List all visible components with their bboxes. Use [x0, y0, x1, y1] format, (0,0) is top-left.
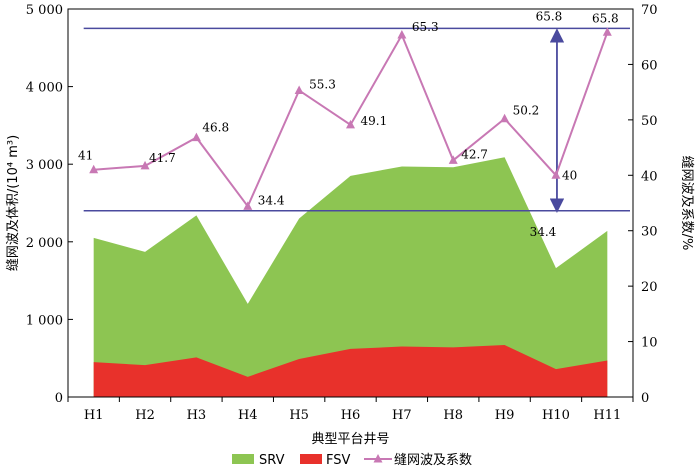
coefficient-data-label: 46.8	[202, 121, 229, 135]
x-tick-label: H1	[84, 408, 104, 423]
coefficient-data-label: 41	[78, 149, 93, 163]
coefficient-point	[448, 155, 458, 164]
y-right-tick-label: 30	[641, 225, 658, 240]
coefficient-data-label: 50.2	[513, 104, 540, 118]
range-arrow-bottom-label: 34.4	[530, 225, 557, 239]
coefficient-data-label: 34.4	[258, 193, 285, 207]
plot-frame	[67, 8, 634, 398]
y-right-tick-label: 40	[641, 169, 658, 184]
coefficient-data-label: 65.8	[592, 11, 619, 25]
coefficient-point	[140, 160, 150, 170]
x-tick-label: H10	[542, 408, 570, 423]
y-left-tick-label: 5 000	[26, 3, 63, 18]
x-tick-label: H2	[135, 408, 155, 423]
y-right-tick-label: 10	[641, 336, 658, 351]
y-right-tick-label: 0	[641, 391, 649, 406]
y-left-tick-label: 3 000	[26, 158, 63, 173]
coefficient-point	[397, 30, 407, 39]
coefficient-data-label: 65.3	[412, 20, 439, 34]
y-axis-right-title: 缝网波及系数/%	[679, 156, 694, 251]
coefficient-point	[602, 27, 612, 36]
legend-label-srv: SRV	[259, 453, 285, 468]
coefficient-data-label: 49.1	[361, 114, 388, 128]
legend-swatch-srv	[232, 454, 254, 464]
area-srv	[93, 157, 608, 397]
legend-swatch-fsv	[300, 454, 322, 464]
y-right-tick-label: 60	[641, 58, 658, 73]
coefficient-point	[89, 164, 99, 174]
x-tick-label: H5	[289, 408, 309, 423]
reference-lines	[83, 27, 630, 212]
y-right-tick-label: 50	[641, 114, 658, 129]
legend: SRV FSV 缝网波及系数	[232, 453, 472, 468]
y-left-tick-label: 2 000	[26, 236, 63, 251]
coefficient-point	[243, 201, 253, 210]
x-tick-label: H11	[593, 408, 621, 423]
coefficient-data-label: 42.7	[461, 147, 488, 161]
coefficient-point	[191, 132, 201, 142]
coefficient-data-label: 55.3	[309, 77, 336, 91]
range-arrow-top-label: 65.8	[536, 9, 563, 23]
x-tick-label: H9	[495, 408, 515, 423]
axes: 0 1 000 2 000 3 000 4 000 5 000 0 10 20 30 40 50 60 7…	[26, 3, 658, 423]
area-fsv	[93, 345, 608, 397]
x-tick-label: H8	[443, 408, 463, 423]
coefficient-point	[500, 113, 510, 123]
y-left-tick-label: 4 000	[26, 81, 63, 96]
x-tick-label: H7	[392, 408, 412, 423]
area-layer	[93, 157, 608, 397]
coefficient-data-label: 40	[562, 168, 577, 182]
x-tick-label: H6	[341, 408, 361, 423]
x-tick-label: H3	[187, 408, 207, 423]
y-left-tick-label: 0	[55, 391, 63, 406]
legend-marker-coefficient	[373, 454, 383, 463]
y-left-tick-label: 1 000	[26, 313, 63, 328]
y-right-tick-label: 70	[641, 3, 658, 18]
x-axis-title: 典型平台井号	[311, 432, 389, 447]
legend-label-fsv: FSV	[326, 453, 351, 468]
y-axis-left-title: 缝网波及体积/(10⁴ m³)	[6, 135, 21, 271]
coefficient-data-label: 41.7	[149, 151, 176, 165]
coefficient-point	[346, 119, 355, 129]
y-right-tick-label: 20	[641, 280, 658, 295]
range-arrow: 65.8 34.4	[530, 9, 565, 239]
coefficient-point	[551, 170, 561, 179]
coefficient-point	[294, 85, 304, 94]
coefficient-line: 41 41.7 46.8 34.4 55.3 49.1 65.3 42.7 50.2 40 65.8	[78, 11, 619, 210]
legend-label-coefficient: 缝网波及系数	[394, 453, 472, 468]
x-tick-label: H4	[238, 408, 258, 423]
